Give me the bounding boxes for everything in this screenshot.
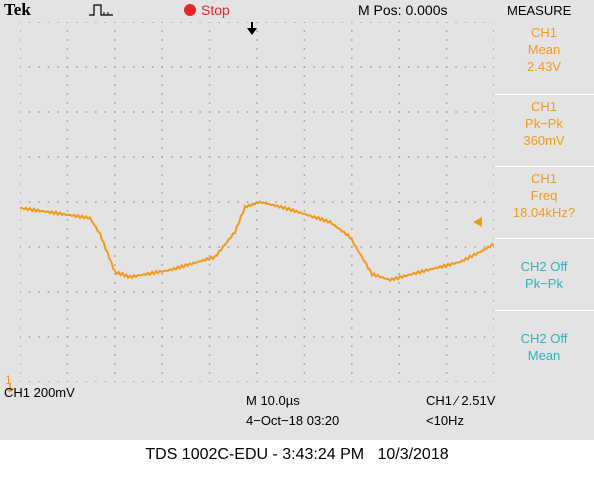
- measure-value: 18.04kHz?: [512, 205, 576, 220]
- measure-slot-2[interactable]: CH1 Pk−Pk 360mV: [494, 98, 594, 149]
- menu-title: MEASURE: [507, 3, 572, 18]
- menu-divider: [494, 94, 594, 95]
- menu-divider: [494, 166, 594, 167]
- menu-divider: [494, 310, 594, 311]
- trigger-frequency-readout: <10Hz: [426, 413, 464, 428]
- brand-logo: Tek: [4, 0, 31, 19]
- measure-type: Pk−Pk: [525, 276, 563, 291]
- measure-slot-4[interactable]: CH2 Off Pk−Pk: [494, 258, 594, 292]
- ch1-waveform-trace: [20, 200, 494, 283]
- measure-type: Pk−Pk: [525, 116, 563, 131]
- caption: TDS 1002C-EDU - 3:43:24 PM 10/3/2018: [145, 446, 449, 463]
- timebase-readout: M 10.0µs: [246, 393, 300, 408]
- measure-slot-3[interactable]: CH1 Freq 18.04kHz?: [494, 170, 594, 221]
- measure-value: 2.43V: [527, 59, 561, 74]
- trigger-level-readout: CH1 ∕ 2.51V: [426, 393, 496, 408]
- pulse-trigger-icon: [89, 4, 113, 16]
- trigger-position-marker-icon: [247, 22, 257, 35]
- measure-source: CH2 Off: [520, 259, 568, 274]
- trigger-level-marker-icon: [473, 217, 482, 227]
- measure-type: Mean: [527, 348, 561, 363]
- ch1-ground-marker: 1: [5, 373, 14, 393]
- measure-source: CH1: [530, 99, 557, 114]
- svg-text:1: 1: [5, 373, 12, 387]
- measure-source: CH1: [530, 25, 557, 40]
- measure-slot-1[interactable]: CH1 Mean 2.43V: [494, 24, 594, 75]
- date-time-readout: 4−Oct−18 03:20: [246, 413, 340, 428]
- status-bar: Tek Stop M Pos: 0.000s MEASURE: [0, 0, 594, 22]
- run-stop-indicator-icon: [184, 4, 196, 16]
- run-stop-label: Stop: [201, 2, 230, 18]
- graticule: [20, 22, 494, 382]
- measure-type: Freq: [530, 188, 558, 203]
- menu-divider: [494, 238, 594, 239]
- ch1-scale-readout: CH1 200mV: [4, 385, 75, 400]
- measure-type: Mean: [527, 42, 561, 57]
- measure-source: CH2 Off: [520, 331, 568, 346]
- measure-menu: CH1 Mean 2.43V CH1 Pk−Pk 360mV CH1 Freq …: [494, 22, 594, 380]
- measure-source: CH1: [530, 171, 557, 186]
- horizontal-position-readout: M Pos: 0.000s: [358, 2, 448, 18]
- measure-value: 360mV: [523, 133, 565, 148]
- oscilloscope-screen: Tek Stop M Pos: 0.000s MEASURE 1 CH1 Mea…: [0, 0, 594, 440]
- measure-slot-5[interactable]: CH2 Off Mean: [494, 330, 594, 364]
